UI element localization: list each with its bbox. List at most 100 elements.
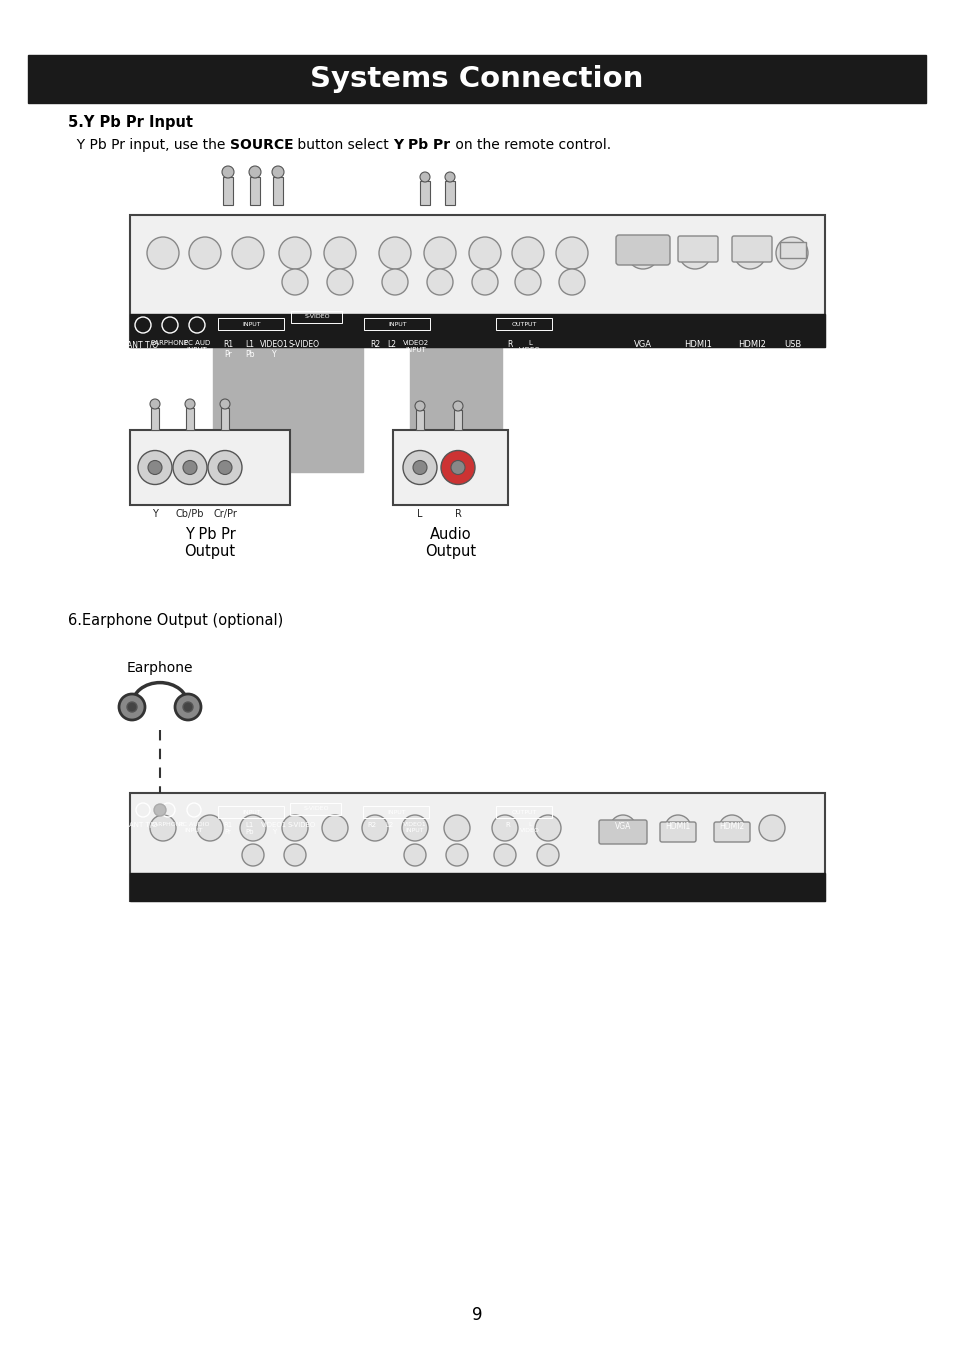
- Circle shape: [208, 451, 242, 485]
- Text: S-VIDEO: S-VIDEO: [303, 807, 329, 811]
- Bar: [221, 408, 229, 431]
- Text: R: R: [505, 822, 510, 829]
- Bar: [213, 347, 363, 473]
- Text: L1
Pb: L1 Pb: [246, 822, 254, 835]
- FancyBboxPatch shape: [780, 242, 805, 259]
- Circle shape: [775, 237, 807, 269]
- Circle shape: [240, 815, 266, 841]
- Text: Y Pb Pr: Y Pb Pr: [393, 138, 450, 152]
- Circle shape: [327, 269, 353, 295]
- Text: Y: Y: [152, 509, 158, 519]
- Circle shape: [444, 172, 455, 181]
- Circle shape: [494, 844, 516, 867]
- Circle shape: [150, 399, 160, 409]
- Circle shape: [609, 815, 636, 841]
- Bar: [410, 347, 501, 447]
- Text: INPUT: INPUT: [242, 810, 260, 815]
- Text: INPUT: INPUT: [387, 810, 405, 815]
- Circle shape: [172, 451, 207, 485]
- Bar: [454, 410, 461, 431]
- Circle shape: [222, 167, 233, 177]
- Circle shape: [759, 815, 784, 841]
- Text: INPUT: INPUT: [388, 321, 406, 326]
- Text: L2: L2: [387, 340, 396, 349]
- Bar: [444, 181, 455, 204]
- Bar: [130, 873, 824, 900]
- Text: HDMI1: HDMI1: [683, 340, 711, 349]
- Circle shape: [183, 460, 196, 474]
- Circle shape: [282, 815, 308, 841]
- Circle shape: [440, 451, 475, 485]
- Text: VIDEO2
INPUT: VIDEO2 INPUT: [402, 340, 429, 353]
- Circle shape: [196, 815, 223, 841]
- FancyBboxPatch shape: [731, 236, 771, 263]
- Text: VGA: VGA: [634, 340, 651, 349]
- Text: VIDEO1
INPUT: VIDEO1 INPUT: [403, 822, 426, 833]
- Text: Y Pb Pr
Output: Y Pb Pr Output: [184, 527, 235, 559]
- Circle shape: [148, 460, 162, 474]
- FancyBboxPatch shape: [678, 236, 718, 263]
- Circle shape: [127, 701, 137, 712]
- Circle shape: [415, 401, 424, 412]
- FancyBboxPatch shape: [659, 822, 696, 842]
- Text: S-VIDEO: S-VIDEO: [288, 340, 319, 349]
- Text: Cb/Pb: Cb/Pb: [175, 509, 204, 519]
- Circle shape: [626, 237, 659, 269]
- Circle shape: [322, 815, 348, 841]
- Circle shape: [278, 237, 311, 269]
- Text: L: L: [416, 509, 422, 519]
- Circle shape: [402, 451, 436, 485]
- Circle shape: [138, 451, 172, 485]
- Circle shape: [378, 237, 411, 269]
- Text: Systems Connection: Systems Connection: [310, 65, 643, 93]
- Circle shape: [282, 269, 308, 295]
- Circle shape: [218, 460, 232, 474]
- Text: PC AUDIO
INPUT: PC AUDIO INPUT: [178, 822, 209, 833]
- Bar: [393, 431, 507, 505]
- Text: Audio
Output: Audio Output: [424, 527, 476, 559]
- Text: INPUT: INPUT: [242, 321, 260, 326]
- Circle shape: [535, 815, 560, 841]
- Circle shape: [153, 804, 166, 816]
- Circle shape: [324, 237, 355, 269]
- Text: EARPHONE: EARPHONE: [151, 340, 189, 347]
- Circle shape: [189, 237, 221, 269]
- Text: OUTPUT: OUTPUT: [511, 321, 537, 326]
- Circle shape: [401, 815, 428, 841]
- Text: 9: 9: [471, 1307, 482, 1324]
- FancyBboxPatch shape: [616, 236, 669, 265]
- Circle shape: [446, 844, 468, 867]
- Circle shape: [381, 269, 408, 295]
- Text: VGA: VGA: [614, 822, 631, 831]
- Bar: [28, 56, 925, 103]
- Circle shape: [272, 167, 284, 177]
- Text: Y Pb Pr input, use the: Y Pb Pr input, use the: [68, 138, 230, 152]
- Text: 6.Earphone Output (optional): 6.Earphone Output (optional): [68, 612, 283, 627]
- FancyBboxPatch shape: [598, 821, 646, 844]
- Circle shape: [451, 460, 464, 474]
- Circle shape: [220, 399, 230, 409]
- Circle shape: [556, 237, 587, 269]
- Text: on the remote control.: on the remote control.: [450, 138, 610, 152]
- Text: Cr/Pr: Cr/Pr: [213, 509, 236, 519]
- Text: VIDEO1
Y: VIDEO1 Y: [259, 340, 288, 359]
- Circle shape: [147, 237, 179, 269]
- Circle shape: [453, 401, 462, 412]
- Text: L
VIDEO: L VIDEO: [518, 340, 540, 353]
- Bar: [130, 314, 824, 347]
- Text: HDMI2: HDMI2: [719, 822, 744, 831]
- Text: L1
Pb: L1 Pb: [245, 340, 254, 359]
- Bar: [130, 431, 290, 505]
- Circle shape: [284, 844, 306, 867]
- Circle shape: [427, 269, 453, 295]
- Circle shape: [413, 460, 427, 474]
- Text: S-VIDEO: S-VIDEO: [288, 822, 315, 829]
- Circle shape: [174, 695, 201, 720]
- Bar: [130, 215, 824, 347]
- Text: Earphone: Earphone: [127, 661, 193, 676]
- Circle shape: [472, 269, 497, 295]
- Circle shape: [249, 167, 261, 177]
- Circle shape: [423, 237, 456, 269]
- Circle shape: [443, 815, 470, 841]
- Text: L2: L2: [385, 822, 394, 829]
